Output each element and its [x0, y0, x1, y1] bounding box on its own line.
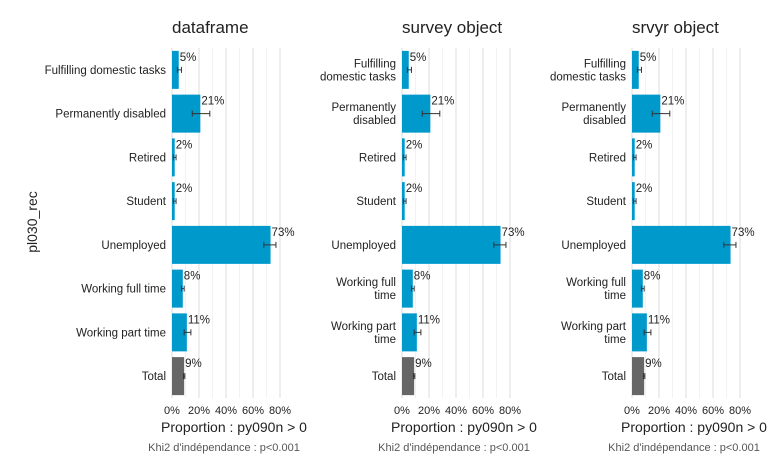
category-label: Fulfilling domestic tasks — [45, 65, 167, 77]
x-tick-label: 80% — [499, 405, 521, 417]
x-tick-label: 60% — [702, 405, 724, 417]
category-label: Fulfilling — [354, 58, 396, 70]
x-tick-label: 40% — [675, 405, 697, 417]
category-label: Permanently disabled — [55, 109, 166, 121]
data-label: 21% — [661, 96, 684, 108]
category-label: time — [604, 290, 626, 302]
category-label: Working full — [566, 277, 626, 289]
x-tick-label: 40% — [215, 405, 237, 417]
category-label: Working full time — [81, 284, 166, 296]
caption: Khi2 d'indépendance : p<0.001 — [378, 442, 530, 454]
data-label: 11% — [418, 314, 440, 326]
data-label: 21% — [431, 96, 454, 108]
data-label: 2% — [406, 139, 423, 151]
facet-title: srvyr object — [632, 18, 719, 37]
data-label: 8% — [184, 271, 201, 283]
category-label: time — [604, 334, 626, 346]
category-label: Total — [602, 371, 626, 383]
data-label: 5% — [180, 52, 197, 64]
category-label: Permanently — [331, 102, 396, 114]
category-label: Unemployed — [101, 240, 166, 252]
x-tick-label: 0% — [164, 405, 180, 417]
x-tick-label: 0% — [624, 405, 640, 417]
category-label: Total — [142, 371, 166, 383]
facet-title: dataframe — [172, 18, 249, 37]
bar-total — [402, 357, 414, 395]
x-tick-label: 20% — [648, 405, 670, 417]
data-label: 8% — [644, 271, 661, 283]
x-tick-label: 60% — [472, 405, 494, 417]
caption: Khi2 d'indépendance : p<0.001 — [608, 442, 760, 454]
data-label: 73% — [732, 227, 755, 239]
category-label: Retired — [359, 152, 396, 164]
category-label: Fulfilling — [584, 58, 626, 70]
y-axis-label: pl030_rec — [24, 191, 40, 253]
category-label: Permanently — [561, 102, 626, 114]
bar — [172, 226, 271, 264]
facets: dataframe 0% 20% 40% 60% 80% 5% Fulfilling dome… — [45, 18, 768, 454]
data-label: 8% — [414, 271, 431, 283]
category-label: Working part — [561, 321, 627, 333]
category-label: Working part time — [76, 327, 166, 339]
x-axis-label: Proportion : py090n > 0 — [621, 419, 767, 435]
facet-panel: dataframe 0% 20% 40% 60% 80% 5% Fulfilling dome… — [45, 18, 308, 454]
facet-panel: srvyr object 0% 20% 40% 60% 80% 5% Fulfillingdo… — [550, 18, 767, 454]
x-tick-label: 80% — [269, 405, 291, 417]
facet-panel: survey object0%20%40%60%80%5%Fulfillingd… — [320, 18, 537, 454]
x-axis-label: Proportion : py090n > 0 — [161, 419, 307, 435]
x-tick-label: 80% — [729, 405, 751, 417]
data-label: 73% — [272, 227, 295, 239]
bar-total — [172, 357, 184, 395]
bar-total — [632, 357, 644, 395]
x-tick-label: 20% — [188, 405, 210, 417]
category-label: Student — [356, 196, 396, 208]
category-label: Student — [126, 196, 166, 208]
data-label: 2% — [176, 139, 193, 151]
x-tick-label: 40% — [445, 405, 467, 417]
category-label: Retired — [129, 152, 166, 164]
caption: Khi2 d'indépendance : p<0.001 — [148, 442, 300, 454]
facet-title: survey object — [402, 18, 502, 37]
data-label: 9% — [415, 358, 432, 370]
category-label: time — [374, 334, 396, 346]
x-tick-label: 0% — [394, 405, 410, 417]
category-label: time — [374, 290, 396, 302]
data-label: 5% — [410, 52, 427, 64]
x-axis-label: Proportion : py090n > 0 — [391, 419, 537, 435]
data-label: 11% — [188, 314, 210, 326]
category-label: Working full — [336, 277, 396, 289]
category-label: Retired — [589, 152, 626, 164]
x-tick-label: 60% — [242, 405, 264, 417]
data-label: 21% — [201, 96, 224, 108]
category-label: domestic tasks — [550, 71, 626, 83]
category-label: Working part — [331, 321, 397, 333]
category-label: Unemployed — [331, 240, 396, 252]
category-label: Total — [372, 371, 396, 383]
bar — [402, 226, 501, 264]
data-label: 5% — [640, 52, 657, 64]
bar — [632, 226, 731, 264]
data-label: 11% — [648, 314, 670, 326]
data-label: 2% — [636, 183, 653, 195]
category-label: Student — [586, 196, 626, 208]
data-label: 9% — [185, 358, 202, 370]
category-label: Unemployed — [561, 240, 626, 252]
data-label: 9% — [645, 358, 662, 370]
data-label: 2% — [636, 139, 653, 151]
category-label: domestic tasks — [320, 71, 396, 83]
category-label: disabled — [583, 115, 626, 127]
x-tick-label: 20% — [418, 405, 440, 417]
data-label: 2% — [176, 183, 193, 195]
category-label: disabled — [353, 115, 396, 127]
data-label: 73% — [502, 227, 525, 239]
data-label: 2% — [406, 183, 423, 195]
